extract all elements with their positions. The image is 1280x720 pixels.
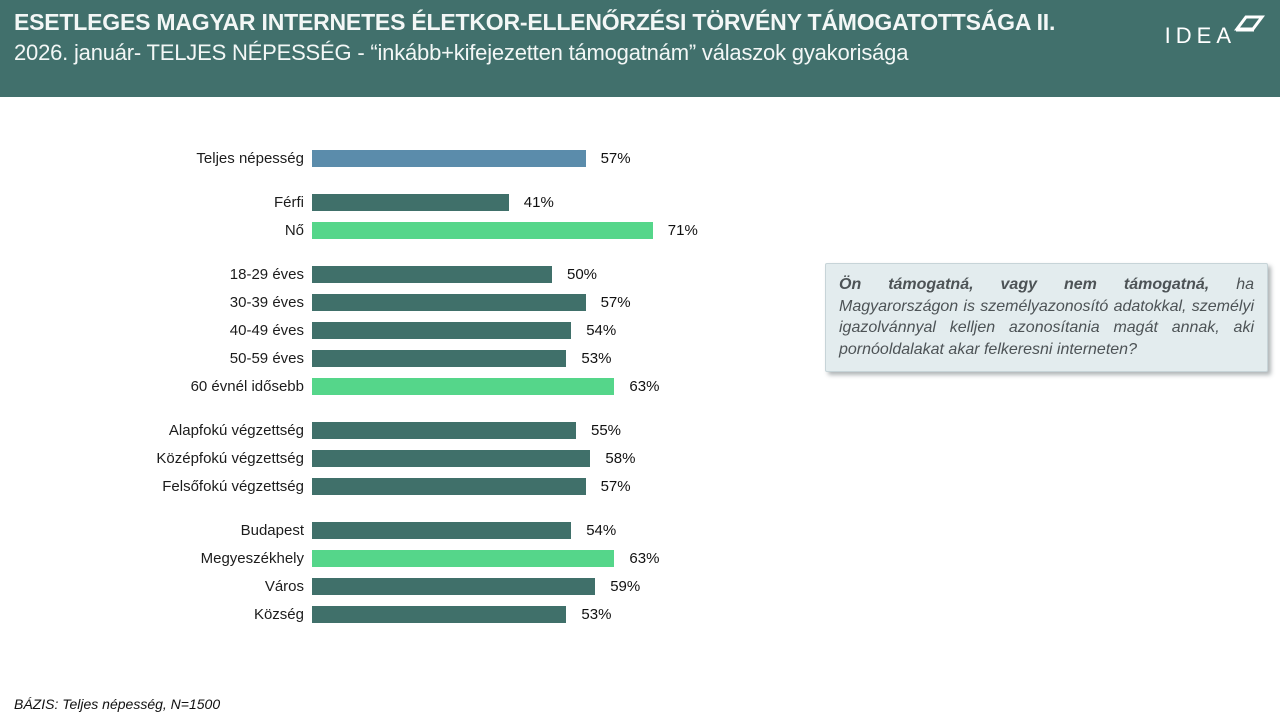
bar-category-label: Megyeszékhely bbox=[200, 550, 304, 567]
bar-category-label: Alapfokú végzettség bbox=[168, 422, 304, 439]
bar-category-label: Község bbox=[253, 606, 304, 623]
bar-row: Férfi 41% bbox=[15, 194, 698, 211]
bar-value-label: 71% bbox=[667, 222, 698, 239]
bar-row: 18-29 éves 50% bbox=[15, 266, 698, 283]
bar bbox=[312, 222, 653, 239]
bar-row: Város 59% bbox=[15, 578, 698, 595]
bar-value-label: 53% bbox=[581, 606, 612, 623]
bar-category-label: Középfokú végzettség bbox=[156, 450, 304, 467]
bar-category-label: Város bbox=[264, 578, 304, 595]
bar-value-label: 55% bbox=[591, 422, 622, 439]
bar-value-label: 63% bbox=[629, 378, 660, 395]
bar-category-label: Nő bbox=[284, 222, 304, 239]
bar-row: Község 53% bbox=[15, 606, 698, 623]
bar-row: 50-59 éves 53% bbox=[15, 350, 698, 367]
bar-value-label: 57% bbox=[600, 294, 631, 311]
bar bbox=[312, 266, 552, 283]
bar-group: Budapest 54% Megyeszékhely 63% Város 59% Közsé… bbox=[15, 522, 698, 623]
bar bbox=[312, 550, 615, 567]
bar bbox=[312, 422, 576, 439]
header: ESETLEGES MAGYAR INTERNETES ÉLETKOR-ELLE… bbox=[0, 0, 1280, 97]
parallelogram-icon bbox=[1234, 15, 1265, 32]
bar-category-label: 40-49 éves bbox=[229, 322, 304, 339]
bar-value-label: 41% bbox=[523, 194, 554, 211]
bar-value-label: 53% bbox=[581, 350, 612, 367]
bar-category-label: Férfi bbox=[274, 194, 304, 211]
bar-row: Teljes népesség 57% bbox=[15, 150, 698, 167]
bar-group: Teljes népesség 57% bbox=[15, 150, 698, 167]
slide-title: ESETLEGES MAGYAR INTERNETES ÉLETKOR-ELLE… bbox=[14, 9, 1056, 35]
bar-value-label: 59% bbox=[610, 578, 641, 595]
bar-value-label: 63% bbox=[629, 550, 660, 567]
logo-text: IDEA bbox=[1164, 23, 1236, 48]
bar bbox=[312, 294, 586, 311]
bar bbox=[312, 478, 586, 495]
bar-value-label: 54% bbox=[586, 522, 617, 539]
question-text-rest: ha Magyarországon is személyazonosító ad… bbox=[839, 276, 1254, 358]
idea-logo: IDEA bbox=[1165, 13, 1266, 47]
bar bbox=[312, 578, 596, 595]
slide-subtitle: 2026. január- TELJES NÉPESSÉG - “inkább+… bbox=[14, 40, 909, 65]
bar-group: 18-29 éves 50% 30-39 éves 57% 40-49 éves 54% 5… bbox=[15, 266, 698, 395]
bar-chart: Teljes népesség 57% Férfi 41% Nő 71% 18-29 éve… bbox=[15, 150, 698, 650]
bar-row: Budapest 54% bbox=[15, 522, 698, 539]
bar-category-label: 30-39 éves bbox=[229, 294, 304, 311]
bar-row: 60 évnél idősebb 63% bbox=[15, 378, 698, 395]
bar bbox=[312, 322, 572, 339]
bar bbox=[312, 522, 572, 539]
bar-row: 30-39 éves 57% bbox=[15, 294, 698, 311]
bar-category-label: 18-29 éves bbox=[229, 266, 304, 283]
bar-value-label: 57% bbox=[600, 150, 631, 167]
bar bbox=[312, 378, 615, 395]
bar-group: Alapfokú végzettség 55% Középfokú végzetts… bbox=[15, 422, 698, 495]
basis-note: BÁZIS: Teljes népesség, N=1500 bbox=[14, 696, 221, 712]
bar-row: 40-49 éves 54% bbox=[15, 322, 698, 339]
bar-value-label: 58% bbox=[605, 450, 636, 467]
bar-category-label: 60 évnél idősebb bbox=[190, 378, 304, 395]
bar-category-label: 50-59 éves bbox=[229, 350, 304, 367]
bar bbox=[312, 150, 586, 167]
bar-category-label: Teljes népesség bbox=[196, 150, 304, 167]
bar-category-label: Felsőfokú végzettség bbox=[162, 478, 304, 495]
bar-group: Férfi 41% Nő 71% bbox=[15, 194, 698, 239]
bar-value-label: 54% bbox=[586, 322, 617, 339]
bar-row: Alapfokú végzettség 55% bbox=[15, 422, 698, 439]
bar-value-label: 57% bbox=[600, 478, 631, 495]
bar-row: Középfokú végzettség 58% bbox=[15, 450, 698, 467]
bar-category-label: Budapest bbox=[240, 522, 304, 539]
question-box: Ön támogatná, vagy nem támogatná, ha Mag… bbox=[825, 263, 1268, 372]
bar bbox=[312, 194, 509, 211]
bar bbox=[312, 350, 567, 367]
bar-row: Nő 71% bbox=[15, 222, 698, 239]
question-text-bold: Ön támogatná, vagy nem támogatná, bbox=[839, 276, 1210, 293]
bar bbox=[312, 450, 591, 467]
bar-value-label: 50% bbox=[567, 266, 598, 283]
bar-row: Felsőfokú végzettség 57% bbox=[15, 478, 698, 495]
bar-row: Megyeszékhely 63% bbox=[15, 550, 698, 567]
bar bbox=[312, 606, 567, 623]
